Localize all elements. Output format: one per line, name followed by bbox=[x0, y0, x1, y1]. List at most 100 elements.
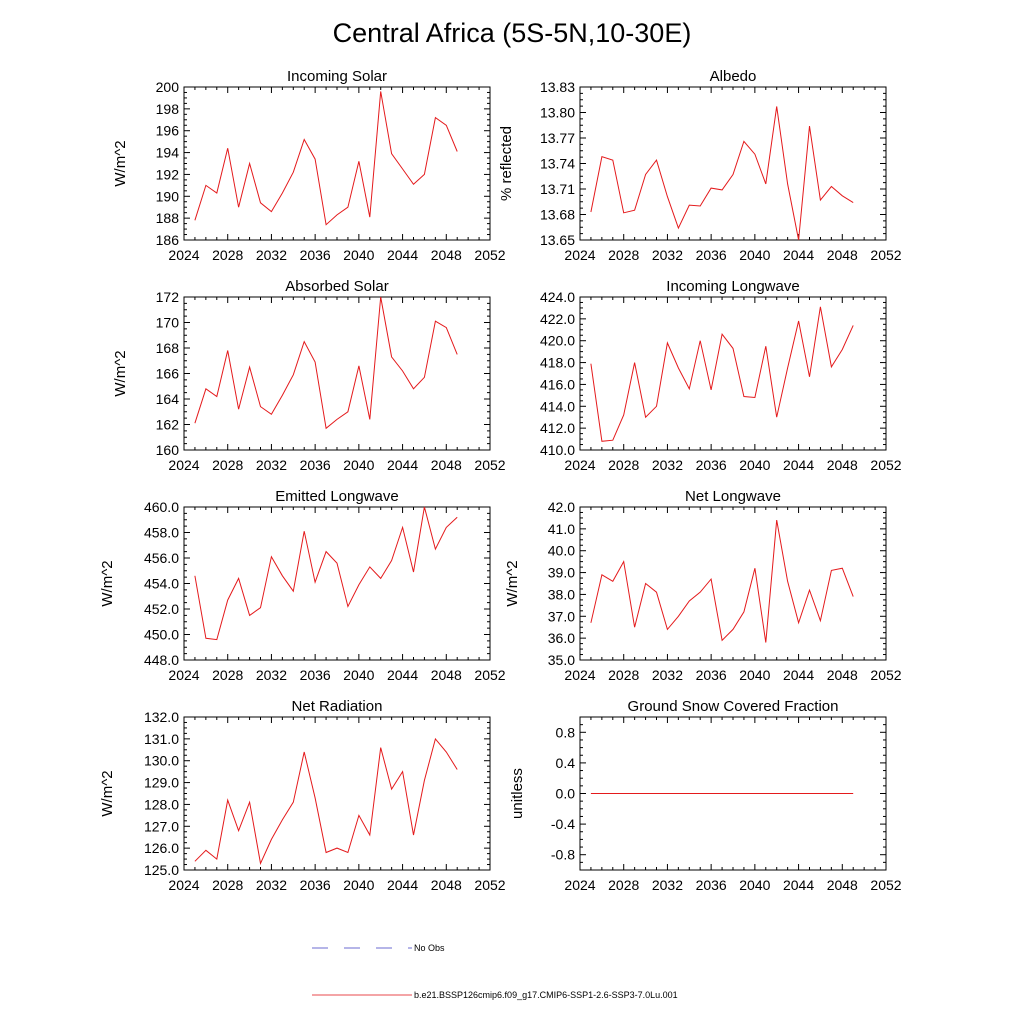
x-tick-label: 2048 bbox=[431, 457, 462, 473]
panel-title: Emitted Longwave bbox=[275, 488, 398, 505]
legend-label-model-run: b.e21.BSSP126cmip6.f09_g17.CMIP6-SSP1-2.… bbox=[414, 990, 678, 1000]
x-tick-label: 2040 bbox=[739, 877, 770, 893]
y-tick-label: 128.0 bbox=[144, 796, 179, 812]
x-tick-label: 2044 bbox=[783, 457, 814, 473]
x-tick-label: 2044 bbox=[387, 247, 418, 263]
y-tick-label: 450.0 bbox=[144, 627, 179, 643]
y-tick-label: 420.0 bbox=[540, 333, 575, 349]
panel-albedo: Albedo 2024 2028 2032 2036 2040 2044 2048 2052 13… bbox=[498, 68, 902, 263]
y-tick-label: 186 bbox=[156, 232, 180, 248]
x-tick-label: 2028 bbox=[212, 247, 243, 263]
y-tick-label: 422.0 bbox=[540, 311, 575, 327]
series-line bbox=[590, 520, 854, 643]
y-tick-label: 129.0 bbox=[144, 775, 179, 791]
x-tick-label: 2044 bbox=[783, 877, 814, 893]
x-tick-label: 2052 bbox=[474, 457, 505, 473]
y-tick-label: 130.0 bbox=[144, 753, 179, 769]
y-tick-label: 454.0 bbox=[144, 576, 179, 592]
x-tick-label: 2052 bbox=[870, 877, 901, 893]
y-tick-label: 38.0 bbox=[548, 586, 575, 602]
x-tick-label: 2036 bbox=[300, 667, 331, 683]
plot-frame bbox=[183, 506, 491, 661]
x-tick-label: 2032 bbox=[256, 877, 287, 893]
x-tick-label: 2048 bbox=[431, 247, 462, 263]
y-tick-label: 35.0 bbox=[548, 652, 575, 668]
y-tick-label: 160 bbox=[156, 442, 180, 458]
legend-label-no-obs: No Obs bbox=[414, 943, 445, 953]
x-tick-label: 2052 bbox=[870, 667, 901, 683]
plot-frame bbox=[579, 86, 887, 241]
x-tick-label: 2032 bbox=[652, 457, 683, 473]
x-tick-label: 2052 bbox=[474, 877, 505, 893]
x-tick-label: 2036 bbox=[696, 247, 727, 263]
x-tick-label: 2024 bbox=[564, 247, 595, 263]
y-tick-label: 126.0 bbox=[144, 840, 179, 856]
x-tick-label: 2024 bbox=[168, 667, 199, 683]
x-tick-label: 2048 bbox=[827, 667, 858, 683]
panel-title: Incoming Longwave bbox=[666, 278, 799, 295]
y-tick-label: 424.0 bbox=[540, 289, 575, 305]
x-tick-label: 2028 bbox=[212, 667, 243, 683]
plot-frame bbox=[183, 296, 491, 451]
plot-frame bbox=[183, 86, 491, 241]
y-tick-label: 414.0 bbox=[540, 398, 575, 414]
x-tick-label: 2040 bbox=[343, 667, 374, 683]
x-tick-label: 2036 bbox=[696, 667, 727, 683]
panel-absorbed-solar: Absorbed Solar 2024 2028 2032 2036 2040 2044 20… bbox=[112, 278, 506, 473]
x-tick-label: 2048 bbox=[827, 247, 858, 263]
panel-net-longwave: Net Longwave 2024 2028 2032 2036 2040 2044 2048… bbox=[504, 488, 902, 683]
y-tick-label: -0.8 bbox=[551, 847, 575, 863]
x-tick-label: 2040 bbox=[343, 457, 374, 473]
x-tick-label: 2032 bbox=[256, 667, 287, 683]
x-tick-label: 2048 bbox=[827, 457, 858, 473]
x-tick-label: 2024 bbox=[564, 877, 595, 893]
y-tick-label: 188 bbox=[156, 210, 180, 226]
series-line bbox=[590, 306, 854, 442]
panel-title: Albedo bbox=[710, 68, 757, 85]
y-tick-label: 410.0 bbox=[540, 442, 575, 458]
y-tick-label: 416.0 bbox=[540, 376, 575, 392]
x-tick-label: 2048 bbox=[431, 877, 462, 893]
y-tick-label: 200 bbox=[156, 79, 180, 95]
y-tick-label: 42.0 bbox=[548, 499, 575, 515]
y-tick-label: 170 bbox=[156, 315, 180, 331]
y-tick-label: 39.0 bbox=[548, 565, 575, 581]
y-tick-label: 412.0 bbox=[540, 420, 575, 436]
y-axis-label: % reflected bbox=[498, 126, 515, 201]
y-axis-label: W/m^2 bbox=[99, 560, 116, 606]
y-tick-label: 13.83 bbox=[540, 79, 575, 95]
x-tick-label: 2036 bbox=[696, 877, 727, 893]
y-tick-label: 0.0 bbox=[556, 786, 576, 802]
y-tick-label: 196 bbox=[156, 123, 180, 139]
plot-frame bbox=[579, 296, 887, 451]
y-tick-label: 132.0 bbox=[144, 709, 179, 725]
y-tick-label: 40.0 bbox=[548, 543, 575, 559]
x-tick-label: 2032 bbox=[652, 877, 683, 893]
y-tick-label: 190 bbox=[156, 188, 180, 204]
y-tick-label: 13.80 bbox=[540, 105, 575, 121]
y-tick-label: 192 bbox=[156, 166, 180, 182]
x-tick-label: 2024 bbox=[168, 247, 199, 263]
panel-title: Ground Snow Covered Fraction bbox=[628, 698, 839, 715]
x-tick-label: 2040 bbox=[343, 247, 374, 263]
plot-frame bbox=[579, 506, 887, 661]
panels: Incoming Solar 2024 2028 2032 2036 2040 2044 20… bbox=[99, 68, 902, 893]
y-axis-label: W/m^2 bbox=[112, 350, 129, 396]
x-tick-label: 2052 bbox=[870, 247, 901, 263]
x-tick-label: 2048 bbox=[431, 667, 462, 683]
x-tick-label: 2044 bbox=[387, 457, 418, 473]
y-tick-label: 460.0 bbox=[144, 499, 179, 515]
series-line bbox=[194, 296, 458, 430]
y-tick-label: 194 bbox=[156, 145, 180, 161]
x-tick-label: 2036 bbox=[300, 247, 331, 263]
x-tick-label: 2032 bbox=[652, 247, 683, 263]
figure-title: Central Africa (5S-5N,10-30E) bbox=[333, 18, 692, 48]
x-tick-label: 2028 bbox=[608, 247, 639, 263]
x-tick-label: 2036 bbox=[300, 877, 331, 893]
y-tick-label: 127.0 bbox=[144, 818, 179, 834]
x-tick-label: 2040 bbox=[739, 667, 770, 683]
y-tick-label: 36.0 bbox=[548, 630, 575, 646]
y-axis-label: W/m^2 bbox=[504, 560, 521, 606]
legend-entry-no-obs: No Obs bbox=[312, 943, 445, 953]
